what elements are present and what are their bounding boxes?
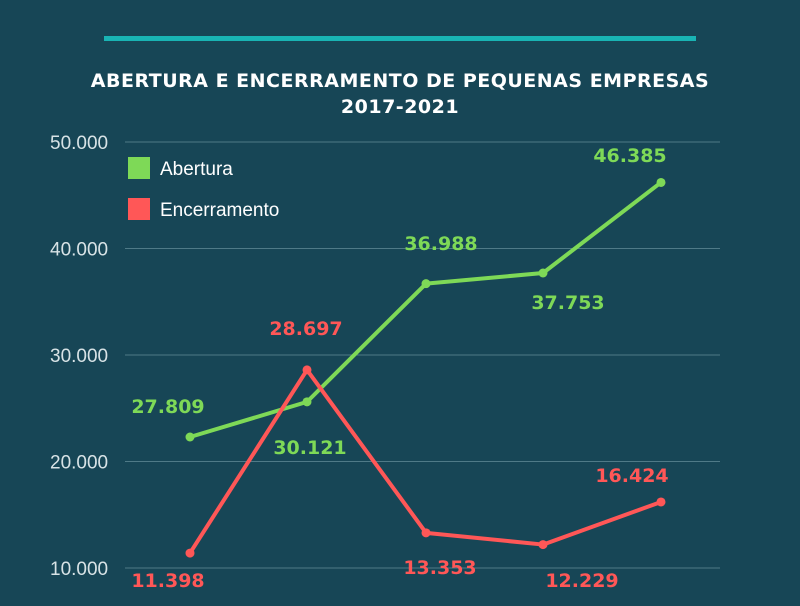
data-label-abertura-2021: 46.385 (593, 145, 666, 167)
point-encerramento-2020 (538, 540, 548, 550)
point-abertura-2021 (656, 177, 666, 187)
y-tick-label-0: 10.000 (50, 559, 108, 580)
data-label-encerramento-2020: 12.229 (545, 570, 618, 592)
y-tick-label-3: 40.000 (50, 240, 108, 261)
legend-swatch-encerramento (128, 198, 150, 220)
data-label-abertura-2020: 37.753 (531, 292, 604, 314)
point-abertura-2018 (302, 397, 312, 407)
point-encerramento-2019 (421, 528, 431, 538)
data-label-abertura-2019: 36.988 (404, 233, 477, 255)
point-abertura-2020 (538, 268, 548, 278)
data-label-abertura-2017: 27.809 (131, 396, 204, 418)
data-label-encerramento-2018: 28.697 (269, 318, 342, 340)
point-encerramento-2018 (302, 365, 312, 375)
legend-label-abertura: Abertura (160, 159, 233, 180)
point-abertura-2019 (421, 279, 431, 289)
point-encerramento-2017 (185, 548, 195, 558)
y-tick-label-4: 50.000 (50, 133, 108, 154)
data-label-encerramento-2017: 11.398 (131, 570, 204, 592)
point-abertura-2017 (185, 432, 195, 442)
chart-title: ABERTURA E ENCERRAMENTO DE PEQUENAS EMPR… (90, 70, 710, 92)
data-label-encerramento-2021: 16.424 (595, 465, 668, 487)
chart-subtitle-years: 2017-2021 (340, 96, 460, 118)
legend-label-encerramento: Encerramento (160, 200, 279, 221)
y-tick-label-2: 30.000 (50, 346, 108, 367)
data-label-abertura-2018: 30.121 (273, 437, 346, 459)
point-encerramento-2021 (656, 497, 666, 507)
y-tick-label-1: 20.000 (50, 453, 108, 474)
data-label-encerramento-2019: 13.353 (403, 557, 476, 579)
legend-swatch-abertura (128, 157, 150, 179)
top-accent-rule (104, 36, 696, 41)
